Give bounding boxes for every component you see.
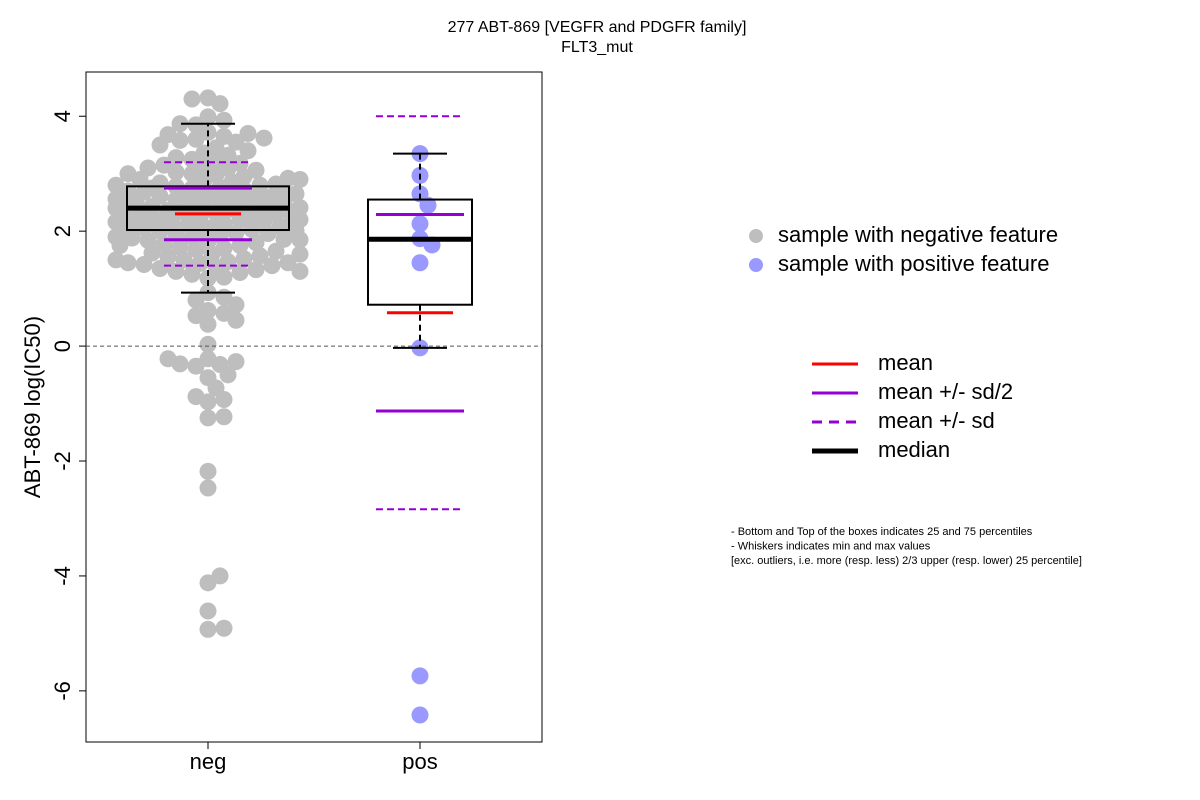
data-point bbox=[239, 124, 257, 142]
data-point bbox=[227, 353, 245, 371]
stats-layer bbox=[126, 115, 473, 511]
data-point bbox=[215, 202, 233, 220]
legend-label: sample with positive feature bbox=[778, 251, 1049, 276]
data-point bbox=[183, 90, 201, 108]
data-point bbox=[255, 129, 273, 147]
data-point bbox=[199, 108, 217, 126]
data-point bbox=[199, 335, 217, 353]
data-point bbox=[207, 139, 225, 157]
data-point bbox=[227, 133, 245, 151]
y-tick-label: -6 bbox=[50, 681, 75, 701]
data-point bbox=[215, 111, 233, 129]
data-point bbox=[227, 296, 245, 314]
data-point bbox=[191, 254, 209, 272]
data-point bbox=[251, 176, 269, 194]
data-point bbox=[291, 211, 309, 229]
chart-title: 277 ABT-869 [VEGFR and PDGFR family] bbox=[448, 19, 747, 36]
plot-frame bbox=[85, 71, 543, 743]
data-point bbox=[107, 176, 125, 194]
data-point bbox=[219, 366, 237, 384]
data-point bbox=[191, 188, 209, 206]
data-point bbox=[171, 115, 189, 133]
y-tick-label: 0 bbox=[50, 340, 75, 352]
data-point bbox=[187, 130, 205, 148]
data-point bbox=[235, 250, 253, 268]
y-tick-label: -4 bbox=[50, 566, 75, 586]
data-point bbox=[267, 242, 285, 260]
data-point bbox=[187, 357, 205, 375]
data-point bbox=[199, 409, 217, 427]
data-point bbox=[211, 95, 229, 113]
data-point bbox=[187, 291, 205, 309]
data-point bbox=[199, 479, 217, 497]
data-point bbox=[119, 165, 137, 183]
y-tick-label: -2 bbox=[50, 451, 75, 471]
data-point bbox=[215, 408, 233, 426]
x-tick-label: pos bbox=[402, 749, 437, 774]
data-point bbox=[187, 307, 205, 325]
data-point bbox=[279, 254, 297, 272]
data-point bbox=[167, 149, 185, 167]
data-point bbox=[199, 620, 217, 638]
data-point bbox=[211, 567, 229, 585]
legend-swatch bbox=[749, 258, 763, 272]
data-point bbox=[291, 245, 309, 263]
legend-swatch bbox=[749, 229, 763, 243]
legend-label: sample with negative feature bbox=[778, 222, 1058, 247]
points-layer bbox=[107, 89, 441, 724]
footnote: - Bottom and Top of the boxes indicates … bbox=[731, 526, 1033, 538]
box bbox=[367, 198, 473, 306]
data-point bbox=[411, 706, 429, 724]
data-point bbox=[291, 262, 309, 280]
legend-label: mean +/- sd/2 bbox=[878, 379, 1013, 404]
data-point bbox=[199, 315, 217, 333]
data-point bbox=[231, 264, 249, 282]
data-point bbox=[255, 191, 273, 209]
data-point bbox=[419, 196, 437, 214]
x-tick-label: neg bbox=[190, 749, 227, 774]
data-point bbox=[291, 231, 309, 249]
data-point bbox=[263, 257, 281, 275]
y-axis-label: ABT-869 log(IC50) bbox=[20, 316, 45, 498]
data-point bbox=[207, 216, 225, 234]
data-point bbox=[199, 462, 217, 480]
data-point bbox=[199, 602, 217, 620]
data-point bbox=[231, 154, 249, 172]
data-point bbox=[291, 170, 309, 188]
legend-label: mean +/- sd bbox=[878, 408, 995, 433]
data-point bbox=[251, 247, 269, 265]
data-point bbox=[215, 619, 233, 637]
data-point bbox=[411, 667, 429, 685]
data-point bbox=[143, 179, 161, 197]
y-tick-label: 4 bbox=[50, 110, 75, 122]
data-point bbox=[411, 254, 429, 272]
data-point bbox=[127, 214, 145, 232]
data-point bbox=[139, 159, 157, 177]
data-point bbox=[115, 225, 133, 243]
data-point bbox=[187, 388, 205, 406]
footnote: [exc. outliers, i.e. more (resp. less) 2… bbox=[731, 555, 1082, 567]
data-point bbox=[411, 215, 429, 233]
y-tick-label: 2 bbox=[50, 225, 75, 237]
legend-label: median bbox=[878, 437, 950, 462]
data-point bbox=[247, 161, 265, 179]
footnote: - Whiskers indicates min and max values bbox=[731, 540, 931, 552]
data-point bbox=[159, 350, 177, 368]
data-point bbox=[151, 136, 169, 154]
data-point bbox=[247, 261, 265, 279]
data-point bbox=[227, 311, 245, 329]
data-point bbox=[191, 222, 209, 240]
data-point bbox=[107, 251, 125, 269]
legend-label: mean bbox=[878, 350, 933, 375]
data-point bbox=[239, 142, 257, 160]
data-point bbox=[215, 391, 233, 409]
data-point bbox=[291, 199, 309, 217]
chart-subtitle: FLT3_mut bbox=[561, 39, 633, 56]
